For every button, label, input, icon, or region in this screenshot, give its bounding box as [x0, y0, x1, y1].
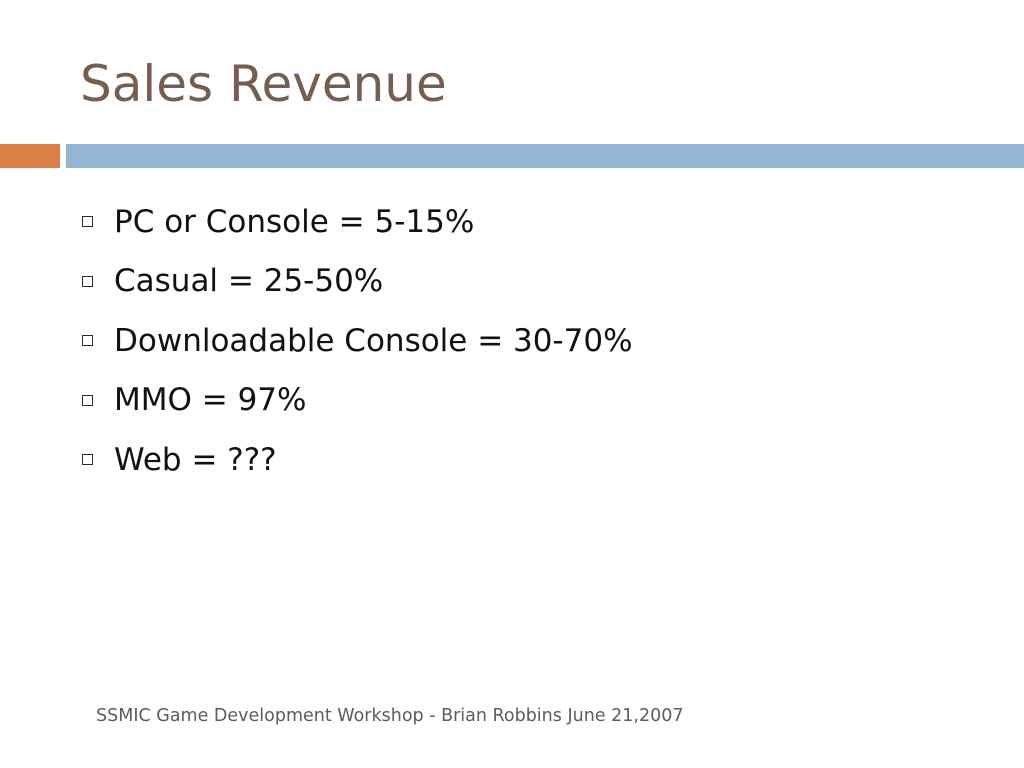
- accent-bar-orange: [0, 144, 60, 168]
- hollow-square-icon: [82, 394, 93, 406]
- bullet-item: Casual = 25-50%: [82, 252, 633, 312]
- bullet-item: PC or Console = 5-15%: [82, 192, 633, 252]
- accent-bar-blue: [66, 144, 1024, 168]
- bullet-list: PC or Console = 5-15% Casual = 25-50% Do…: [82, 192, 633, 490]
- slide-footer: SSMIC Game Development Workshop - Brian …: [96, 706, 684, 726]
- hollow-square-icon: [82, 454, 93, 466]
- bullet-text: PC or Console = 5-15%: [114, 203, 475, 240]
- hollow-square-icon: [82, 216, 93, 228]
- bullet-text: Casual = 25-50%: [114, 263, 384, 300]
- hollow-square-icon: [82, 275, 93, 287]
- bullet-text: Web = ???: [114, 441, 277, 478]
- bullet-item: Web = ???: [82, 430, 633, 490]
- bullet-item: Downloadable Console = 30-70%: [82, 311, 633, 371]
- slide-title: Sales Revenue: [80, 55, 447, 113]
- hollow-square-icon: [82, 335, 93, 347]
- bullet-text: MMO = 97%: [114, 382, 307, 419]
- bullet-item: MMO = 97%: [82, 371, 633, 431]
- bullet-text: Downloadable Console = 30-70%: [114, 322, 633, 359]
